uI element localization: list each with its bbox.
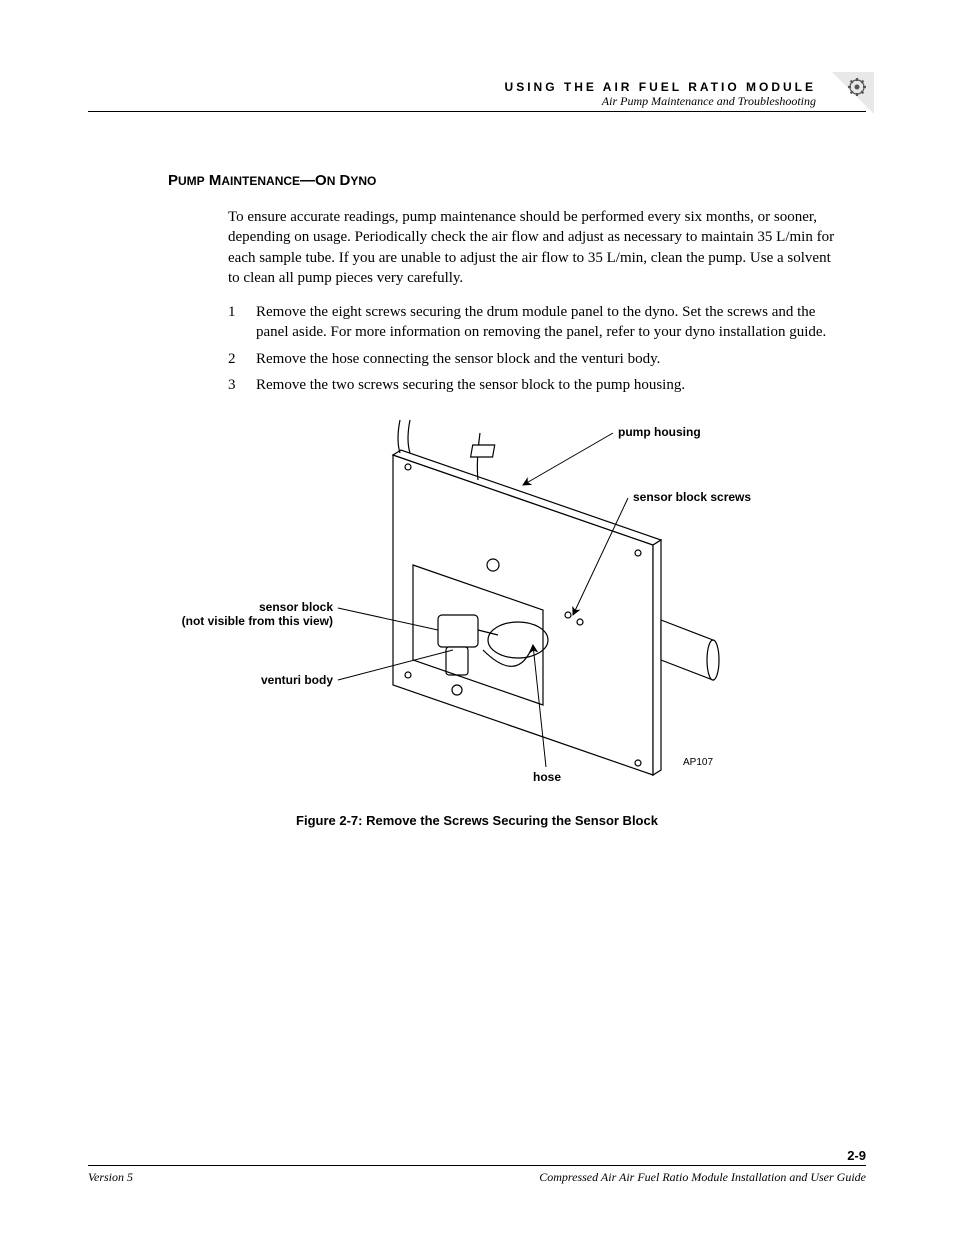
step-list: 1 Remove the eight screws securing the d… [228, 302, 846, 395]
page-number: 2-9 [847, 1148, 866, 1163]
header-section: Air Pump Maintenance and Troubleshooting [88, 94, 816, 109]
header-chapter: USING THE AIR FUEL RATIO MODULE [88, 80, 816, 94]
figure-ref: AP107 [683, 757, 713, 768]
callout-pump-housing: pump housing [618, 425, 701, 439]
page-header: USING THE AIR FUEL RATIO MODULE Air Pump… [88, 80, 866, 112]
gear-icon [832, 72, 874, 114]
intro-paragraph: To ensure accurate readings, pump mainte… [228, 207, 846, 288]
step-2: 2 Remove the hose connecting the sensor … [228, 349, 846, 369]
page-footer: Version 5 Compressed Air Air Fuel Ratio … [88, 1165, 866, 1185]
step-1: 1 Remove the eight screws securing the d… [228, 302, 846, 343]
footer-title: Compressed Air Air Fuel Ratio Module Ins… [539, 1170, 866, 1185]
callout-hose: hose [533, 770, 561, 784]
callout-sensor-block-screws: sensor block screws [633, 490, 751, 504]
section-title: PUMP MAINTENANCE—ON DYNO [168, 172, 866, 189]
figure-caption: Figure 2-7: Remove the Screws Securing t… [88, 813, 866, 828]
step-3: 3 Remove the two screws securing the sen… [228, 375, 846, 395]
callout-venturi-body: venturi body [138, 673, 333, 687]
footer-version: Version 5 [88, 1170, 133, 1185]
figure-2-7: AP107 pump housing sensor block screws s… [138, 415, 828, 795]
callout-sensor-block: sensor block (not visible from this view… [138, 600, 333, 629]
